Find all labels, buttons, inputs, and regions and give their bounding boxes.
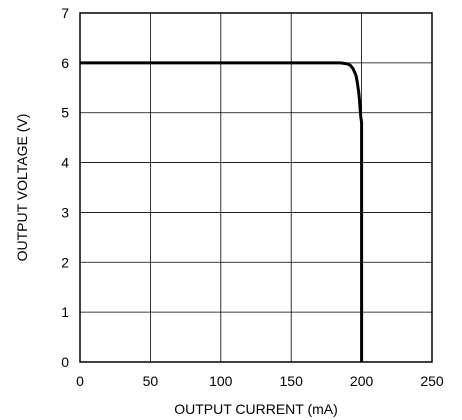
x-tick-label: 200 xyxy=(350,373,374,389)
x-axis-title: OUTPUT CURRENT (mA) xyxy=(174,401,338,417)
plot-frame xyxy=(79,12,433,363)
y-tick-label: 6 xyxy=(61,55,69,71)
y-tick-label: 4 xyxy=(61,155,69,171)
x-tick-labels: 0 50 100 150 200 250 xyxy=(76,373,444,389)
series-line-0 xyxy=(80,61,364,362)
y-tick-labels: 0 1 2 3 4 5 6 7 xyxy=(61,5,69,370)
y-tick-label: 3 xyxy=(61,204,69,220)
series-layer xyxy=(80,61,364,362)
y-tick-label: 5 xyxy=(61,105,69,121)
x-tick-label: 100 xyxy=(209,373,233,389)
y-axis-title: OUTPUT VOLTAGE (V) xyxy=(14,114,30,262)
y-tick-label: 7 xyxy=(61,5,69,21)
grid xyxy=(79,12,433,363)
x-tick-label: 0 xyxy=(76,373,84,389)
x-tick-label: 250 xyxy=(420,373,444,389)
x-tick-label: 50 xyxy=(143,373,159,389)
y-tick-label: 1 xyxy=(61,304,69,320)
y-tick-label: 0 xyxy=(61,354,69,370)
y-tick-label: 2 xyxy=(61,254,69,270)
x-tick-label: 150 xyxy=(280,373,304,389)
